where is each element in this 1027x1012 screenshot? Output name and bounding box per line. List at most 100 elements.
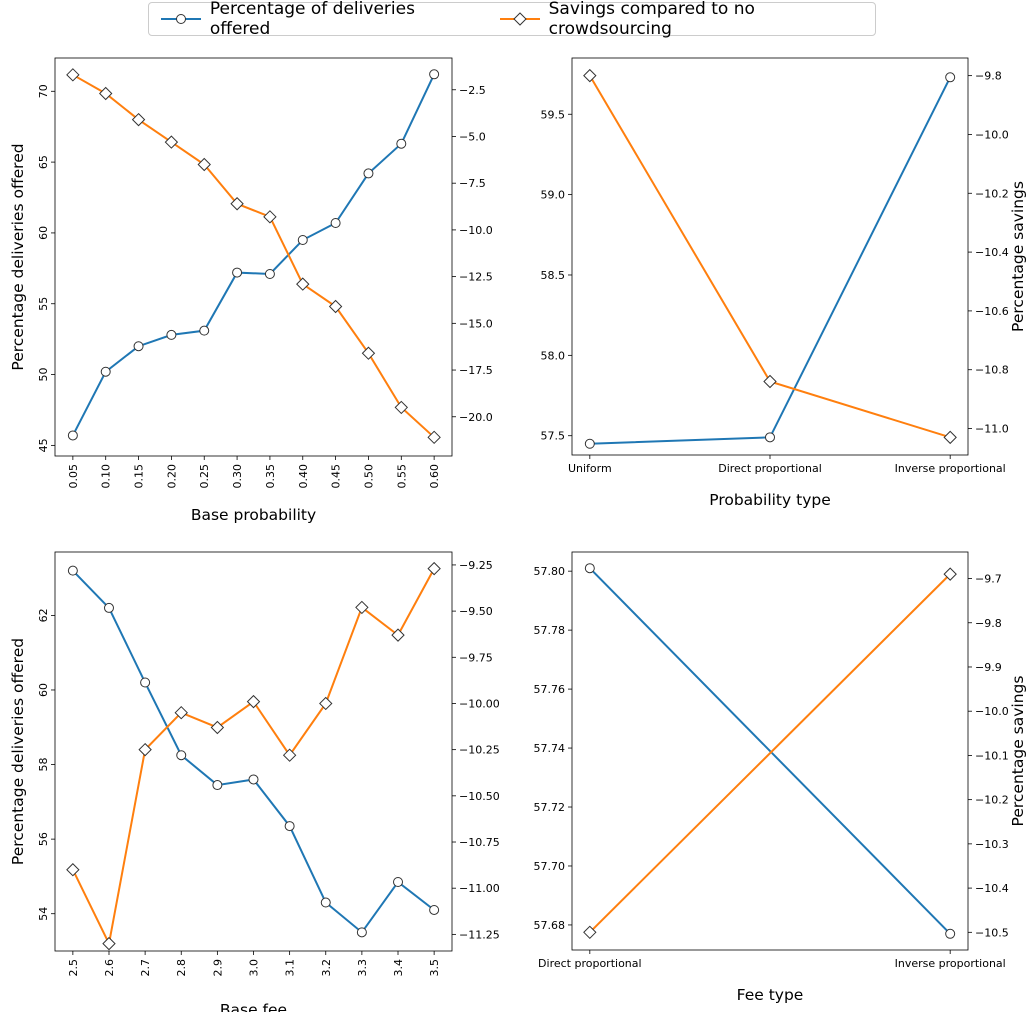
right-tick-label: −10.0: [975, 128, 1009, 141]
x-tick-label: 0.40: [297, 464, 310, 489]
x-tick-label: 0.30: [231, 464, 244, 489]
left-tick-label: 57.76: [534, 683, 566, 696]
legend-label-savings: Savings compared to no crowdsourcing: [548, 0, 755, 39]
x-tick-label: 3.0: [248, 959, 261, 977]
right-tick-label: −11.25: [459, 928, 500, 941]
x-axis-label: Probability type: [709, 491, 831, 509]
x-tick-label: 2.9: [211, 959, 224, 977]
right-tick-label: −10.75: [459, 836, 500, 849]
right-tick-label: −9.8: [975, 617, 1002, 630]
x-tick-label: 0.55: [395, 464, 408, 489]
data-point-diamond: [319, 696, 333, 711]
data-point-diamond: [164, 135, 179, 149]
series-line: [71, 73, 436, 436]
data-point-diamond: [282, 748, 297, 762]
legend: Percentage of deliveries offered Savings…: [148, 0, 876, 39]
left-tick-label: 56: [37, 832, 50, 846]
right-tick-label: −9.7: [975, 573, 1002, 586]
right-tick-label: −9.8: [975, 70, 1002, 83]
data-point-circle: [320, 897, 331, 908]
data-point-circle: [133, 341, 144, 352]
right-tick-label: −11.00: [459, 882, 500, 895]
chart-panel-4: 57.68 57.70 57.72 57.74 57.76 57.78 57.80 −10.5…: [534, 551, 1027, 1004]
left-tick-label: 60: [37, 683, 50, 697]
data-point-circle: [945, 72, 956, 83]
data-point-circle: [232, 267, 243, 278]
data-point-diamond: [296, 277, 310, 291]
x-axis-label: Fee type: [737, 986, 804, 1004]
data-point-diamond: [763, 374, 777, 389]
left-tick-label: 45: [37, 438, 50, 452]
data-point-circle: [67, 430, 78, 441]
left-tick-label: 58.5: [541, 269, 566, 282]
x-tick-label: 3.1: [284, 959, 297, 977]
data-point-diamond: [427, 561, 441, 576]
x-tick-label: 0.25: [198, 464, 211, 489]
x-tick-label: 0.20: [165, 464, 178, 489]
right-tick-label: −9.75: [459, 651, 493, 664]
right-tick-label: −10.3: [975, 838, 1009, 851]
x-tick-label: 3.5: [428, 959, 441, 977]
series-line: [71, 568, 436, 947]
data-point-diamond: [102, 936, 116, 951]
series-line: [72, 569, 435, 934]
right-tick-label: −10.25: [459, 744, 500, 757]
left-tick-label: 59.0: [541, 189, 566, 202]
data-point-diamond: [230, 197, 244, 211]
series-line: [589, 567, 951, 935]
data-point-circle: [584, 563, 595, 574]
legend-item-deliveries: Percentage of deliveries offered: [149, 0, 474, 39]
x-tick-label: 2.8: [175, 959, 188, 977]
x-tick-label: Direct proportional: [718, 462, 822, 475]
data-point-circle: [67, 565, 78, 576]
y-axis-right-label: Percentage savings: [1009, 676, 1027, 827]
data-point-diamond: [174, 706, 188, 720]
right-tick-label: −12.5: [459, 271, 493, 284]
data-point-diamond: [394, 400, 408, 415]
data-point-circle: [212, 780, 223, 791]
right-tick-label: −10.00: [459, 697, 500, 710]
left-tick-label: 58.0: [541, 349, 566, 362]
data-point-circle: [945, 928, 956, 939]
data-point-circle: [176, 750, 187, 761]
y-axis-label: Percentage deliveries offered: [9, 143, 27, 370]
data-point-diamond: [99, 86, 113, 101]
right-tick-label: −15.0: [459, 317, 493, 330]
x-tick-label: 0.50: [362, 464, 375, 489]
data-point-diamond: [391, 628, 405, 642]
x-tick-label: 2.5: [67, 959, 80, 977]
left-tick-label: 57.78: [534, 624, 566, 637]
legend-label-deliveries: Percentage of deliveries offered: [209, 0, 415, 39]
plot-frame: [571, 57, 969, 456]
right-tick-label: −10.0: [975, 705, 1009, 718]
data-point-diamond: [583, 925, 597, 940]
chart-panel-2: 57.5 58.0 58.5 59.0 59.5 −11.0 −10.8 −10.6 −10.4…: [541, 57, 1027, 509]
left-tick-label: 58: [37, 758, 50, 772]
y-axis-label: Percentage deliveries offered: [9, 638, 27, 865]
right-tick-label: −17.5: [459, 364, 493, 377]
left-tick-label: 65: [37, 155, 50, 169]
data-point-diamond: [355, 600, 369, 615]
data-point-diamond: [66, 68, 80, 82]
x-tick-label: 0.45: [330, 464, 343, 489]
x-tick-label: Uniform: [568, 462, 612, 475]
chart-panel-3: 54 56 58 60 62 −11.25 −11.00 −10.75 −10.50 −10.25…: [9, 551, 500, 1012]
data-point-circle: [199, 325, 210, 336]
data-point-circle: [297, 235, 308, 246]
left-tick-label: 57.74: [534, 742, 566, 755]
left-tick-label: 59.5: [541, 108, 566, 121]
y-axis-right-label: Percentage savings: [1009, 181, 1027, 332]
data-point-circle: [584, 438, 595, 449]
right-tick-label: −10.4: [975, 882, 1009, 895]
data-point-circle: [284, 821, 295, 832]
data-point-circle: [393, 877, 404, 888]
data-point-diamond: [943, 430, 957, 445]
left-tick-label: 55: [37, 297, 50, 311]
data-point-circle: [264, 268, 275, 279]
left-tick-label: 57.80: [534, 565, 566, 578]
data-point-circle: [166, 329, 177, 340]
data-point-circle: [140, 677, 151, 688]
data-point-diamond: [138, 742, 152, 757]
x-tick-label: 3.2: [320, 959, 333, 977]
